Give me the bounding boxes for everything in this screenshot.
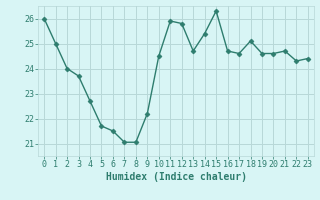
X-axis label: Humidex (Indice chaleur): Humidex (Indice chaleur) xyxy=(106,172,246,182)
